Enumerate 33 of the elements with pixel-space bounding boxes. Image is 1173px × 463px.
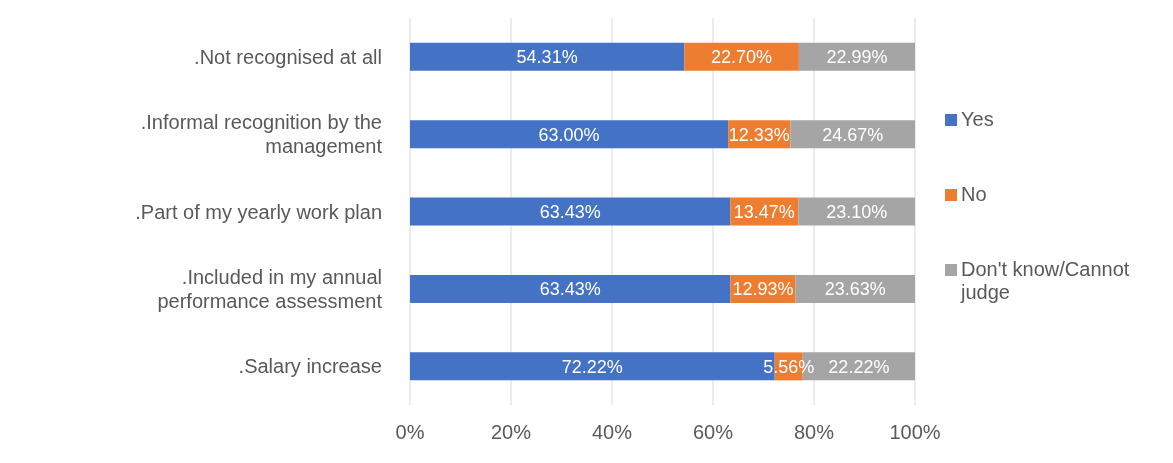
data-label: 22.99%: [826, 47, 888, 68]
x-tick-label: 40%: [591, 421, 633, 444]
y-tick-label: .Informal recognition by the management: [140, 111, 383, 158]
y-tick-label: .Salary increase: [238, 355, 382, 378]
data-label: 22.22%: [828, 356, 890, 377]
x-tick-label: 80%: [793, 421, 835, 444]
y-tick-label: .Not recognised at all: [194, 45, 382, 68]
x-tick-label: 20%: [490, 421, 532, 444]
legend-label: Yes: [961, 107, 994, 131]
data-label: 54.31%: [516, 47, 578, 68]
data-label: 22.70%: [711, 47, 773, 68]
data-label: 63.43%: [539, 201, 601, 222]
x-tick-label: 100%: [889, 421, 941, 444]
data-label: 63.00%: [538, 124, 600, 145]
data-label: 12.33%: [728, 124, 790, 145]
y-tick-label: .Included in my annual performance assessment: [157, 265, 383, 312]
x-tick-label: 0%: [395, 421, 425, 444]
legend-label: No: [961, 182, 987, 206]
bar: [790, 120, 915, 149]
data-label: 23.63%: [824, 279, 886, 300]
y-tick-label: .Part of my yearly work plan: [135, 200, 382, 223]
data-label: 72.22%: [561, 356, 623, 377]
bar: [410, 274, 731, 303]
bar: [410, 42, 685, 71]
data-label: 63.43%: [539, 279, 601, 300]
data-label: 13.47%: [733, 201, 795, 222]
data-label: 23.10%: [826, 201, 888, 222]
legend-label: Don't know/Cannot judge: [961, 257, 1131, 304]
x-tick-label: 60%: [692, 421, 734, 444]
data-label: 12.93%: [732, 279, 794, 300]
data-label: 24.67%: [822, 124, 884, 145]
bar: [410, 120, 729, 149]
bar: [410, 197, 731, 226]
